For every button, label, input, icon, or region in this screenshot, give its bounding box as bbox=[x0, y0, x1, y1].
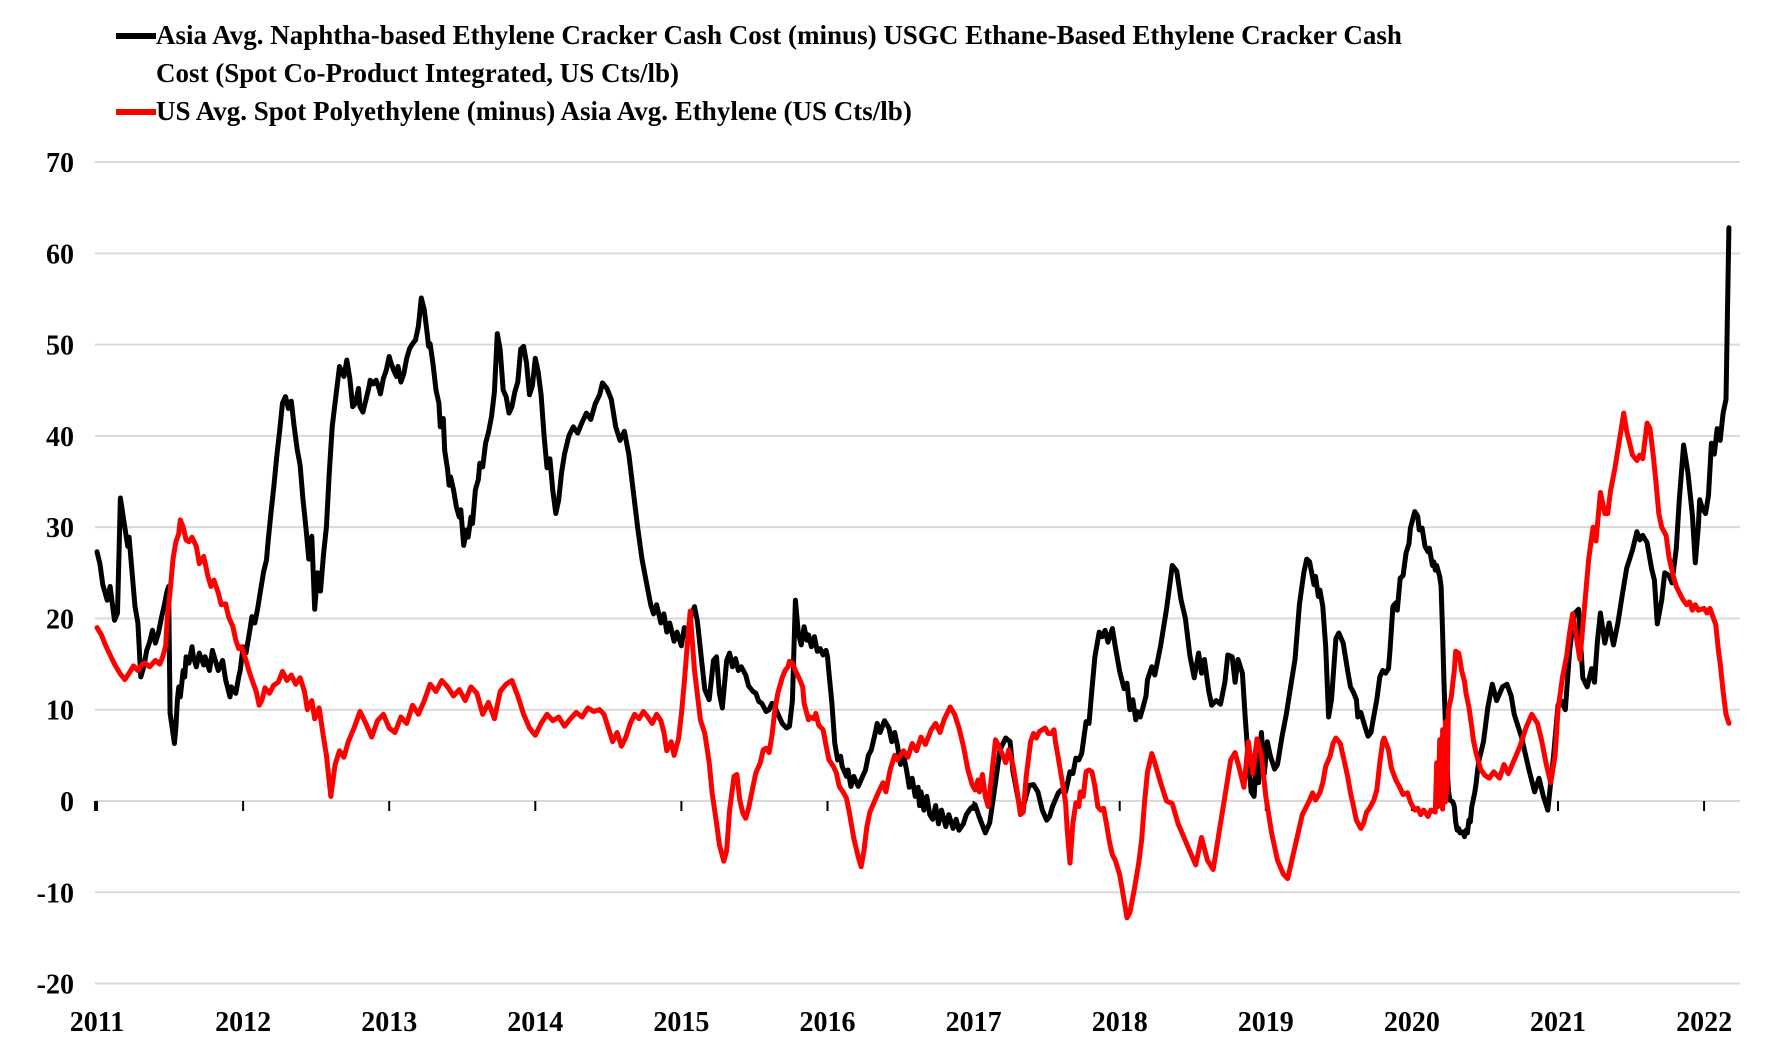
y-axis-label-10: 10 bbox=[46, 696, 74, 727]
legend-label-line1: US Avg. Spot Polyethylene (minus) Asia A… bbox=[156, 96, 912, 126]
legend-label-asia-naphtha: Asia Avg. Naphtha-based Ethylene Cracker… bbox=[156, 16, 1402, 92]
y-axis-label--10: -10 bbox=[37, 878, 74, 909]
y-axis-label-20: 20 bbox=[46, 604, 74, 635]
y-axis-label-0: 0 bbox=[60, 787, 74, 818]
legend-label-line2: Cost (Spot Co-Product Integrated, US Cts… bbox=[156, 58, 679, 88]
x-axis-label-2013: 2013 bbox=[361, 1007, 417, 1038]
x-axis-label-2014: 2014 bbox=[507, 1007, 563, 1038]
legend: Asia Avg. Naphtha-based Ethylene Cracker… bbox=[116, 16, 1596, 130]
y-axis-label-50: 50 bbox=[46, 331, 74, 362]
legend-label-us-polyethylene: US Avg. Spot Polyethylene (minus) Asia A… bbox=[156, 92, 912, 130]
y-axis-label-40: 40 bbox=[46, 422, 74, 453]
x-axis-label-2012: 2012 bbox=[215, 1007, 271, 1038]
x-axis-label-2011: 2011 bbox=[70, 1007, 124, 1038]
legend-line-swatch-black-icon bbox=[116, 33, 156, 39]
x-axis-label-2017: 2017 bbox=[946, 1007, 1002, 1038]
series-line-asia-naphtha-black bbox=[94, 225, 1732, 840]
y-axis-label--20: -20 bbox=[37, 970, 74, 1001]
y-axis-label-30: 30 bbox=[46, 513, 74, 544]
legend-line-swatch-red-icon bbox=[116, 109, 156, 115]
legend-entry-us-polyethylene: US Avg. Spot Polyethylene (minus) Asia A… bbox=[116, 92, 1596, 130]
y-axis-label-60: 60 bbox=[46, 239, 74, 270]
legend-label-line1: Asia Avg. Naphtha-based Ethylene Cracker… bbox=[156, 20, 1402, 50]
x-axis-label-2016: 2016 bbox=[800, 1007, 856, 1038]
x-axis-label-2021: 2021 bbox=[1530, 1007, 1586, 1038]
y-axis-label-70: 70 bbox=[46, 148, 74, 179]
x-axis-label-2020: 2020 bbox=[1384, 1007, 1440, 1038]
x-axis-label-2018: 2018 bbox=[1092, 1007, 1148, 1038]
x-axis-label-2022: 2022 bbox=[1676, 1007, 1732, 1038]
x-axis-label-2019: 2019 bbox=[1238, 1007, 1294, 1038]
x-axis-label-2015: 2015 bbox=[653, 1007, 709, 1038]
series-line-us-polyethylene-red bbox=[94, 410, 1732, 921]
legend-entry-asia-naphtha: Asia Avg. Naphtha-based Ethylene Cracker… bbox=[116, 16, 1596, 92]
